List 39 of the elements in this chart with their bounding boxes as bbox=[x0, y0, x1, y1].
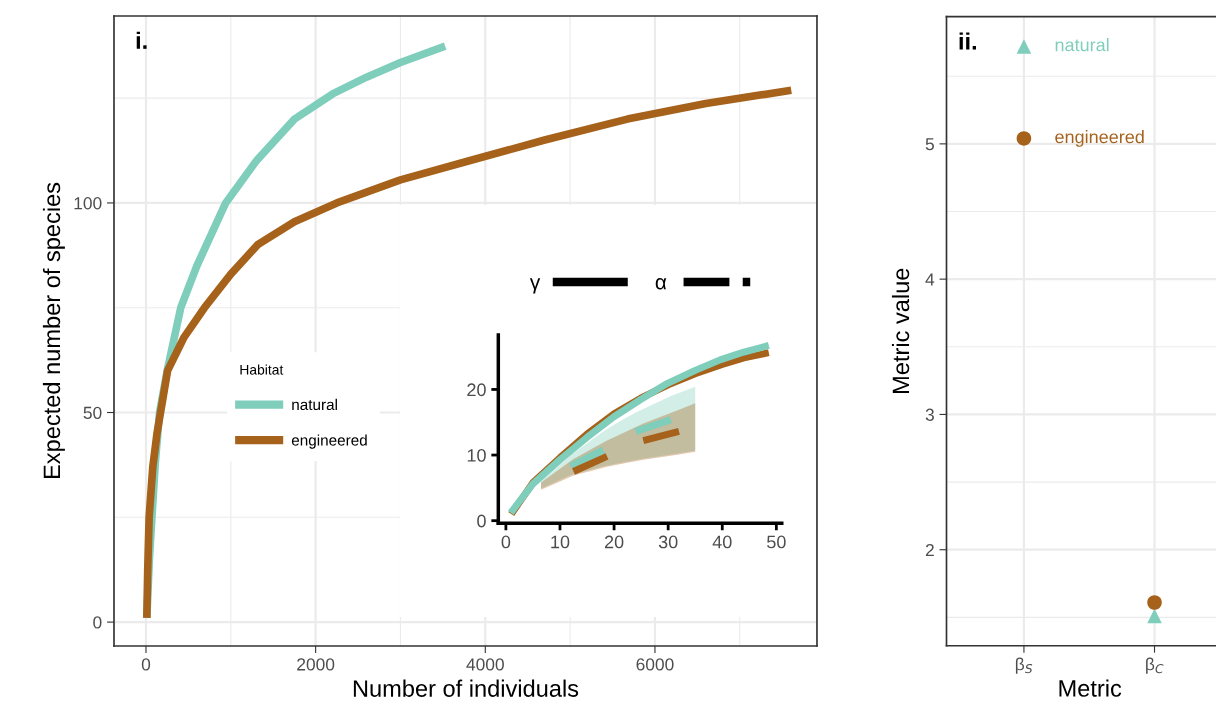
x-tick-label: 30 bbox=[658, 535, 678, 549]
x-tick-label: 0 bbox=[501, 535, 511, 549]
legend-label: engineered bbox=[291, 434, 367, 449]
x-axis-title: Metric bbox=[1059, 679, 1122, 697]
x-tick-label: β$_{C}$ bbox=[1146, 657, 1164, 674]
y-tick-label: 2 bbox=[925, 543, 934, 557]
annotation: i. bbox=[136, 31, 147, 49]
x-tick-label: 50 bbox=[767, 535, 786, 549]
x-tick-label: β$_{S}$ bbox=[1015, 657, 1033, 674]
x-tick-label: 10 bbox=[551, 535, 570, 549]
point bbox=[1147, 595, 1162, 610]
y-axis-title: Metric value bbox=[891, 268, 910, 393]
x-tick-label: 6000 bbox=[636, 658, 674, 671]
x-tick-label: 2000 bbox=[297, 658, 335, 671]
series-label: natural bbox=[1055, 38, 1109, 52]
point bbox=[1016, 39, 1032, 54]
y-tick-label: 5 bbox=[925, 138, 934, 151]
x-tick-label: 20 bbox=[604, 535, 624, 549]
series-label: engineered bbox=[1055, 130, 1144, 147]
y-tick-label: 0 bbox=[477, 514, 486, 528]
legend-title: Habitat bbox=[240, 364, 284, 375]
point bbox=[1016, 131, 1032, 146]
annotation: γ bbox=[529, 278, 541, 294]
y-tick-label: 20 bbox=[467, 383, 486, 397]
y-tick-label: 100 bbox=[74, 197, 102, 210]
x-tick-label: 0 bbox=[141, 658, 151, 671]
y-tick-label: 0 bbox=[93, 616, 102, 629]
y-tick-label: 50 bbox=[83, 406, 102, 419]
x-tick-label: 4000 bbox=[466, 658, 504, 671]
x-axis-title: Number of individuals bbox=[353, 679, 579, 697]
annotation: α bbox=[655, 278, 667, 290]
point bbox=[1147, 608, 1162, 624]
legend-label: natural bbox=[292, 398, 337, 411]
y-tick-label: 3 bbox=[925, 408, 934, 421]
y-axis-title: Expected number of species bbox=[42, 182, 65, 478]
annotation: ii. bbox=[959, 32, 977, 50]
y-tick-label: 10 bbox=[467, 448, 486, 462]
x-tick-label: 40 bbox=[712, 535, 732, 549]
y-tick-label: 4 bbox=[925, 273, 935, 286]
